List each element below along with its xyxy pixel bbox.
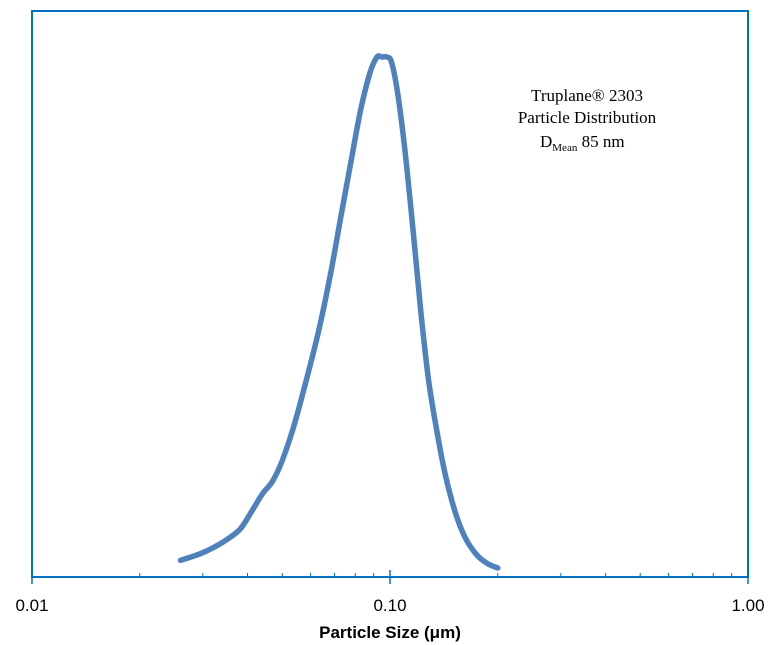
x-axis-title: Particle Size (μm) (319, 623, 461, 642)
x-minor-ticks (139, 573, 733, 577)
annotation-line-3: DMean 85 nm (540, 132, 625, 154)
annotation-d-symbol: D (540, 132, 552, 151)
x-tick-label: 0.10 (373, 596, 406, 615)
x-tick-label: 1.00 (731, 596, 764, 615)
annotation-d-value: 85 nm (577, 132, 624, 151)
annotation-line-2: Particle Distribution (518, 108, 657, 127)
distribution-curve (177, 53, 501, 571)
x-tick-labels: 0.01 0.10 1.00 (15, 596, 764, 615)
x-tick-label: 0.01 (15, 596, 48, 615)
x-major-ticks (31, 570, 749, 584)
annotation-d-subscript: Mean (552, 142, 578, 154)
annotation-line-1: Truplane® 2303 (531, 86, 643, 105)
plot-area-border (31, 10, 749, 578)
